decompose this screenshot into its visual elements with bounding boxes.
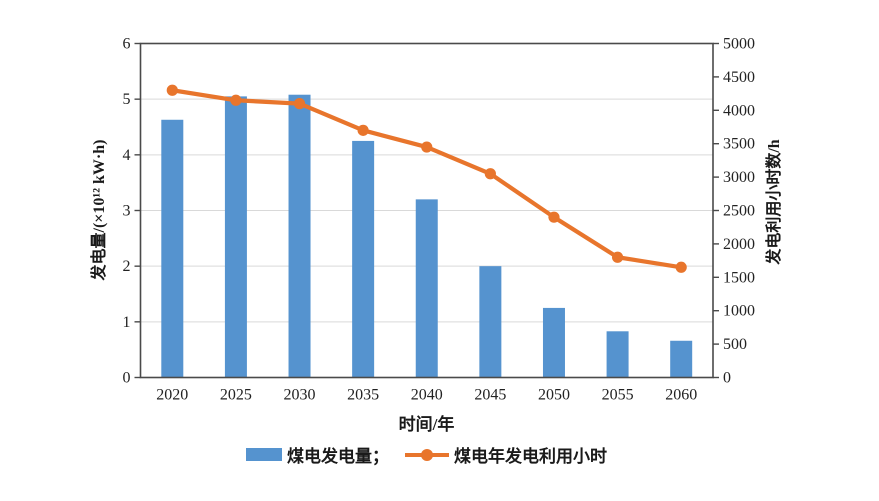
x-axis-title: 时间/年 [398, 415, 455, 434]
line-marker [611, 251, 624, 263]
right-axis-tick-label: 500 [723, 336, 747, 353]
bar [288, 94, 311, 378]
bar [479, 266, 502, 378]
line-swatch-marker-icon [421, 448, 433, 461]
bar [352, 140, 375, 378]
bar [415, 199, 438, 378]
right-axis-tick-label: 3500 [723, 136, 755, 153]
axes [134, 42, 719, 379]
line-marker [357, 124, 369, 136]
legend-item-line: 煤电年发电利用小时 [405, 442, 607, 467]
right-axis-tick-label: 2500 [723, 203, 755, 220]
x-axis-tick-label: 2040 [411, 387, 443, 404]
x-axis-tick-label: 2050 [538, 387, 570, 404]
left-axis-tick-label: 2 [123, 258, 131, 275]
line-marker [548, 211, 560, 223]
right-axis-tick-label: 2000 [723, 236, 755, 253]
line-marker [293, 98, 306, 110]
left-axis-tick-label: 1 [123, 314, 131, 331]
left-axis-tick-label: 0 [123, 370, 131, 387]
line-series-swatch [405, 448, 449, 462]
bar [161, 119, 184, 378]
right-axis-tick-label: 4000 [723, 102, 755, 119]
right-axis-tick-label: 5000 [723, 36, 755, 53]
line-marker [675, 261, 687, 273]
legend-item-bar: 煤电发电量； [246, 442, 389, 467]
x-axis-tick-label: 2020 [156, 387, 188, 404]
x-axis-tick-label: 2030 [284, 387, 316, 404]
right-axis-tick-label: 1500 [723, 269, 755, 286]
left-axis-tick-label: 4 [123, 147, 131, 164]
legend: 煤电发电量； 煤电年发电利用小时 [140, 442, 713, 467]
bar [606, 331, 629, 378]
bar [670, 340, 693, 378]
line-marker [421, 141, 433, 153]
left-axis-tick-label: 6 [123, 36, 131, 53]
x-axis-tick-label: 2045 [474, 387, 506, 404]
line-series [166, 84, 687, 273]
line-marker [166, 84, 178, 96]
left-axis-tick-label: 5 [123, 91, 131, 108]
bar [224, 96, 247, 378]
line-marker [230, 94, 242, 106]
tick-labels: 0 1 2 3 4 5 6 0 500 1000 1500 2000 2500 3000 3500 4000 4… [123, 36, 756, 404]
x-axis-tick-label: 2025 [220, 387, 252, 404]
x-axis-tick-label: 2035 [347, 387, 379, 404]
right-axis-tick-label: 1000 [723, 303, 755, 320]
x-axis-tick-label: 2060 [665, 387, 697, 404]
left-axis-tick-label: 3 [123, 203, 131, 220]
bar-series-swatch [246, 448, 282, 461]
bar-series [161, 94, 693, 378]
bar [542, 307, 565, 378]
right-axis-tick-label: 3000 [723, 169, 755, 186]
left-axis-title: 发电量/(×10¹² kW·h) [91, 139, 108, 281]
right-axis-tick-label: 0 [723, 370, 731, 387]
right-axis-title: 发电利用小时数/h [766, 139, 783, 265]
right-axis-tick-label: 4500 [723, 69, 755, 86]
x-axis-tick-label: 2055 [602, 387, 634, 404]
legend-bar-label: 煤电发电量； [287, 447, 389, 466]
legend-line-label: 煤电年发电利用小时 [454, 447, 607, 466]
line-marker [484, 168, 496, 180]
